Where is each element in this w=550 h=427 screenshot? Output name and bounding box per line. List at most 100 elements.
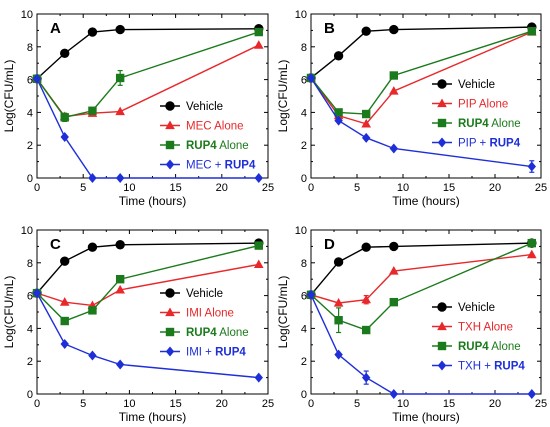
x-tick-label: 5 xyxy=(354,182,360,194)
x-tick-label: 10 xyxy=(123,182,135,194)
legend-label-part: Alone xyxy=(217,140,249,152)
series-line xyxy=(310,253,532,304)
legend-label-part: IMI Alone xyxy=(186,308,234,320)
data-point xyxy=(389,71,398,80)
legend-label-part: RUP4 xyxy=(186,140,217,152)
data-point xyxy=(333,257,344,267)
legend-label: RUP4 Alone xyxy=(186,327,249,339)
y-tick-label: 2 xyxy=(301,140,307,152)
legend-label-part: RUP4 xyxy=(186,327,217,339)
series-line xyxy=(36,28,259,80)
x-axis-title: Time (hours) xyxy=(392,410,460,424)
legend-marker xyxy=(437,137,447,148)
x-axis-title: Time (hours) xyxy=(392,194,460,208)
y-tick-label: 2 xyxy=(27,356,33,368)
series-2 xyxy=(306,238,536,335)
data-point xyxy=(59,297,70,306)
panel-letter: B xyxy=(324,20,335,37)
x-tick-label: 20 xyxy=(489,398,501,410)
x-tick-label: 0 xyxy=(308,398,314,410)
data-point xyxy=(254,241,263,250)
data-point xyxy=(334,115,343,126)
data-point xyxy=(254,27,263,37)
x-tick-label: 15 xyxy=(443,398,455,410)
legend-label: RUP4 Alone xyxy=(186,140,249,152)
legend-label-part: TXH Alone xyxy=(458,322,513,334)
x-tick-label: 25 xyxy=(262,398,274,410)
legend-label: TXH Alone xyxy=(458,322,513,334)
data-point xyxy=(389,86,399,95)
data-point xyxy=(389,266,399,275)
data-point xyxy=(334,108,343,117)
legend-marker xyxy=(437,321,447,331)
plot-frame xyxy=(310,13,542,179)
x-tick-label: 20 xyxy=(216,182,228,194)
legend-label-part: IMI + xyxy=(186,347,215,359)
data-point xyxy=(115,73,125,83)
legend-label: IMI Alone xyxy=(186,308,234,320)
x-tick-label: 20 xyxy=(216,398,228,410)
y-tick-label: 10 xyxy=(295,9,307,21)
data-point xyxy=(361,294,371,304)
data-point xyxy=(115,173,125,183)
legend-marker xyxy=(165,288,175,298)
legend-label-part: RUP4 xyxy=(494,361,525,373)
data-point xyxy=(115,284,125,294)
y-tick-label: 8 xyxy=(27,258,33,270)
y-tick-label: 0 xyxy=(27,389,33,401)
series-1 xyxy=(32,259,264,310)
legend-marker xyxy=(165,307,175,317)
data-point xyxy=(361,118,371,128)
data-point xyxy=(60,132,69,142)
x-tick-label: 25 xyxy=(262,182,274,194)
data-point xyxy=(32,288,42,299)
legend-marker xyxy=(165,327,175,337)
series-line xyxy=(36,263,259,307)
data-point xyxy=(389,297,398,307)
legend-label-part: MEC Alone xyxy=(186,121,244,133)
x-tick-label: 0 xyxy=(34,182,40,194)
data-point xyxy=(389,143,398,154)
x-tick-label: 10 xyxy=(123,398,135,410)
y-tick-label: 2 xyxy=(301,356,307,368)
y-tick-label: 4 xyxy=(27,323,33,335)
y-tick-label: 10 xyxy=(21,9,33,21)
legend-marker xyxy=(165,159,175,170)
series-3 xyxy=(32,288,263,383)
data-point xyxy=(253,40,264,49)
y-axis-title: Log(CFU/mL) xyxy=(2,276,16,349)
series-line xyxy=(36,31,259,119)
data-point xyxy=(60,48,70,59)
series-3 xyxy=(306,289,536,399)
series-line xyxy=(36,44,260,118)
legend-label: RUP4 Alone xyxy=(458,341,521,353)
y-tick-label: 4 xyxy=(301,323,307,335)
legend-label-part: RUP4 xyxy=(458,118,489,130)
data-point xyxy=(333,297,344,307)
legend-marker xyxy=(165,101,175,111)
data-point xyxy=(527,389,536,399)
legend-label: PIP + RUP4 xyxy=(458,138,521,150)
y-axis-title: Log(CFU/mL) xyxy=(276,60,290,133)
data-point xyxy=(527,27,536,36)
legend-label-part: RUP4 xyxy=(215,347,246,359)
legend-label-part: MEC + xyxy=(186,160,225,172)
y-tick-label: 6 xyxy=(301,75,307,87)
legend-label-part: Alone xyxy=(489,118,521,130)
data-point xyxy=(60,256,70,266)
data-point xyxy=(254,372,263,383)
y-tick-label: 4 xyxy=(301,107,307,119)
x-tick-label: 5 xyxy=(354,398,360,410)
x-tick-label: 15 xyxy=(169,182,181,194)
legend-label: RUP4 Alone xyxy=(458,118,521,130)
data-point xyxy=(60,338,69,349)
y-tick-label: 8 xyxy=(27,42,33,54)
y-axis-title: Log(CFU/mL) xyxy=(2,60,16,133)
y-tick-label: 6 xyxy=(301,291,307,303)
data-point xyxy=(306,289,316,300)
legend-marker xyxy=(437,118,447,128)
legend: Vehicle TXH Alone RUP4 Alone TXH + RUP4 xyxy=(432,302,525,373)
